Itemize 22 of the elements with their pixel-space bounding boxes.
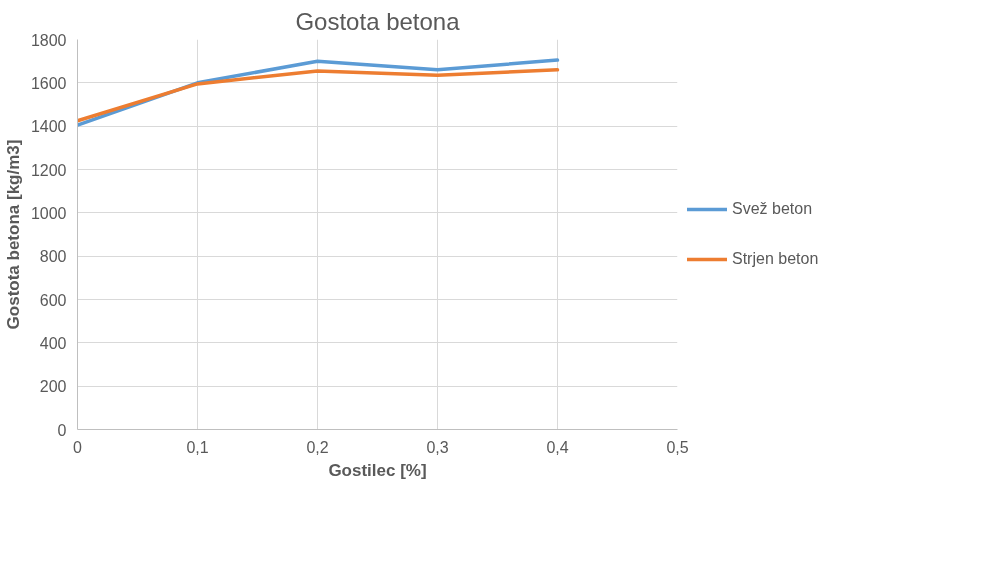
y-tick-label: 1400: [30, 118, 67, 136]
y-tick-label: 1600: [30, 74, 67, 92]
y-tick-label: 1200: [30, 161, 67, 179]
y-tick-label: 400: [39, 334, 67, 352]
legend-label: Svež beton: [732, 200, 813, 218]
y-tick-label: 800: [39, 248, 67, 266]
chart-title: Gostota betona: [295, 7, 461, 35]
y-tick-label: 1000: [30, 204, 67, 222]
x-tick-label: 0,5: [666, 438, 689, 456]
line-series: [77, 68, 560, 123]
x-axis-title: Gostilec [%]: [328, 460, 427, 480]
x-tick-label: 0,4: [546, 438, 569, 456]
x-tick-label: 0,2: [306, 438, 329, 456]
y-tick-label: 600: [39, 291, 67, 309]
y-tick-label: 200: [39, 378, 67, 396]
x-tick-label: 0,3: [426, 438, 449, 456]
x-tick-label: 0,1: [186, 438, 209, 456]
y-axis-title: Gostota betona [kg/m3]: [3, 139, 23, 330]
x-tick-label: 0: [73, 438, 83, 456]
legend-label: Strjen beton: [732, 250, 819, 268]
y-tick-label: 0: [57, 421, 67, 439]
y-tick-label: 1800: [30, 31, 67, 49]
